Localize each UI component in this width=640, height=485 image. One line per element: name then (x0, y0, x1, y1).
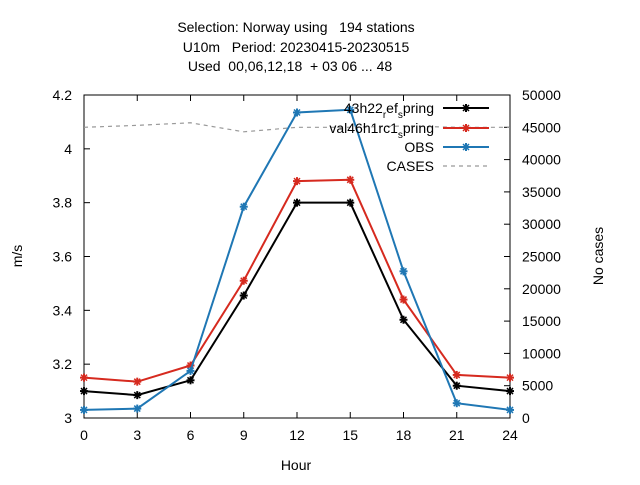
chart-title-line-3: Used 00,06,12,18 + 03 06 ... 48 (188, 58, 393, 74)
data-point (399, 267, 408, 276)
data-point (80, 373, 88, 382)
legend-marker (462, 124, 470, 132)
y-tick-label: 4.2 (53, 87, 73, 103)
data-point (452, 370, 461, 379)
data-point (346, 198, 355, 207)
series-layer (80, 105, 514, 414)
legend-label: CASES (387, 158, 434, 174)
data-point (506, 405, 514, 414)
x-tick-label: 15 (342, 427, 358, 443)
y-tick-label: 3.4 (53, 302, 73, 318)
data-point (239, 276, 248, 285)
data-point (293, 177, 301, 186)
data-point (80, 387, 88, 396)
x-axis-label: Hour (281, 457, 312, 473)
x-tick-label: 6 (187, 427, 195, 443)
legend-marker (462, 143, 470, 151)
y-tick-label: 3 (64, 410, 72, 426)
y2-tick-label: 10000 (522, 345, 561, 361)
data-point (133, 391, 142, 400)
y-tick-label: 3.2 (53, 356, 73, 372)
data-point (452, 399, 461, 408)
y2-tick-label: 20000 (522, 281, 561, 297)
data-point (399, 295, 408, 304)
x-tick-label: 18 (396, 427, 412, 443)
data-point (399, 315, 408, 324)
y2-tick-label: 15000 (522, 313, 561, 329)
y-axis-left: 3 3.2 3.4 3.6 3.8 4 4.2 (53, 87, 90, 426)
data-point (506, 373, 514, 382)
y-axis-right: 0 5000 10000 15000 20000 25000 30000 35000 40000… (504, 87, 561, 426)
y2-tick-label: 30000 (522, 216, 561, 232)
y2-tick-label: 50000 (522, 87, 561, 103)
x-tick-label: 0 (80, 427, 88, 443)
y2-tick-label: 35000 (522, 184, 561, 200)
data-point (506, 387, 514, 396)
data-point (293, 108, 301, 117)
x-tick-label: 9 (240, 427, 248, 443)
y2-tick-label: 45000 (522, 119, 561, 135)
chart-title-line-1: Selection: Norway using 194 stations (177, 19, 414, 35)
y2-tick-label: 40000 (522, 152, 561, 168)
data-point (346, 175, 355, 184)
x-axis: 0 3 6 9 12 15 18 21 24 (80, 95, 518, 443)
data-point (186, 366, 195, 375)
data-point (133, 377, 142, 386)
series-line-obs (83, 108, 511, 411)
y2-tick-label: 5000 (522, 378, 553, 394)
plot-area-frame (83, 94, 511, 419)
data-point (239, 202, 248, 211)
y2-tick-label: 0 (522, 410, 530, 426)
legend-label: OBS (404, 139, 434, 155)
data-point (452, 381, 461, 390)
data-point (239, 291, 248, 300)
data-point (346, 105, 355, 114)
y-tick-label: 3.6 (53, 249, 73, 265)
x-tick-label: 24 (502, 427, 518, 443)
y2-axis-label: No cases (590, 227, 606, 285)
series-line-43h22 (83, 201, 511, 397)
series-line-val46h1rc1 (83, 178, 511, 383)
legend-label: val46h1rc1spring (329, 120, 434, 141)
y2-tick-label: 25000 (522, 249, 561, 265)
x-tick-label: 3 (133, 427, 141, 443)
chart-title-line-2: U10m Period: 20230415-20230515 (183, 39, 410, 55)
x-tick-label: 21 (449, 427, 465, 443)
legend-marker (462, 104, 470, 112)
data-point (186, 376, 195, 385)
data-point (80, 405, 88, 414)
y-axis-label: m/s (9, 245, 25, 268)
data-point (133, 404, 142, 413)
y-tick-label: 4 (64, 141, 72, 157)
x-tick-label: 12 (289, 427, 305, 443)
y-tick-label: 3.8 (53, 195, 73, 211)
data-point (293, 198, 301, 207)
legend-label: 43h22refspring (344, 100, 434, 121)
